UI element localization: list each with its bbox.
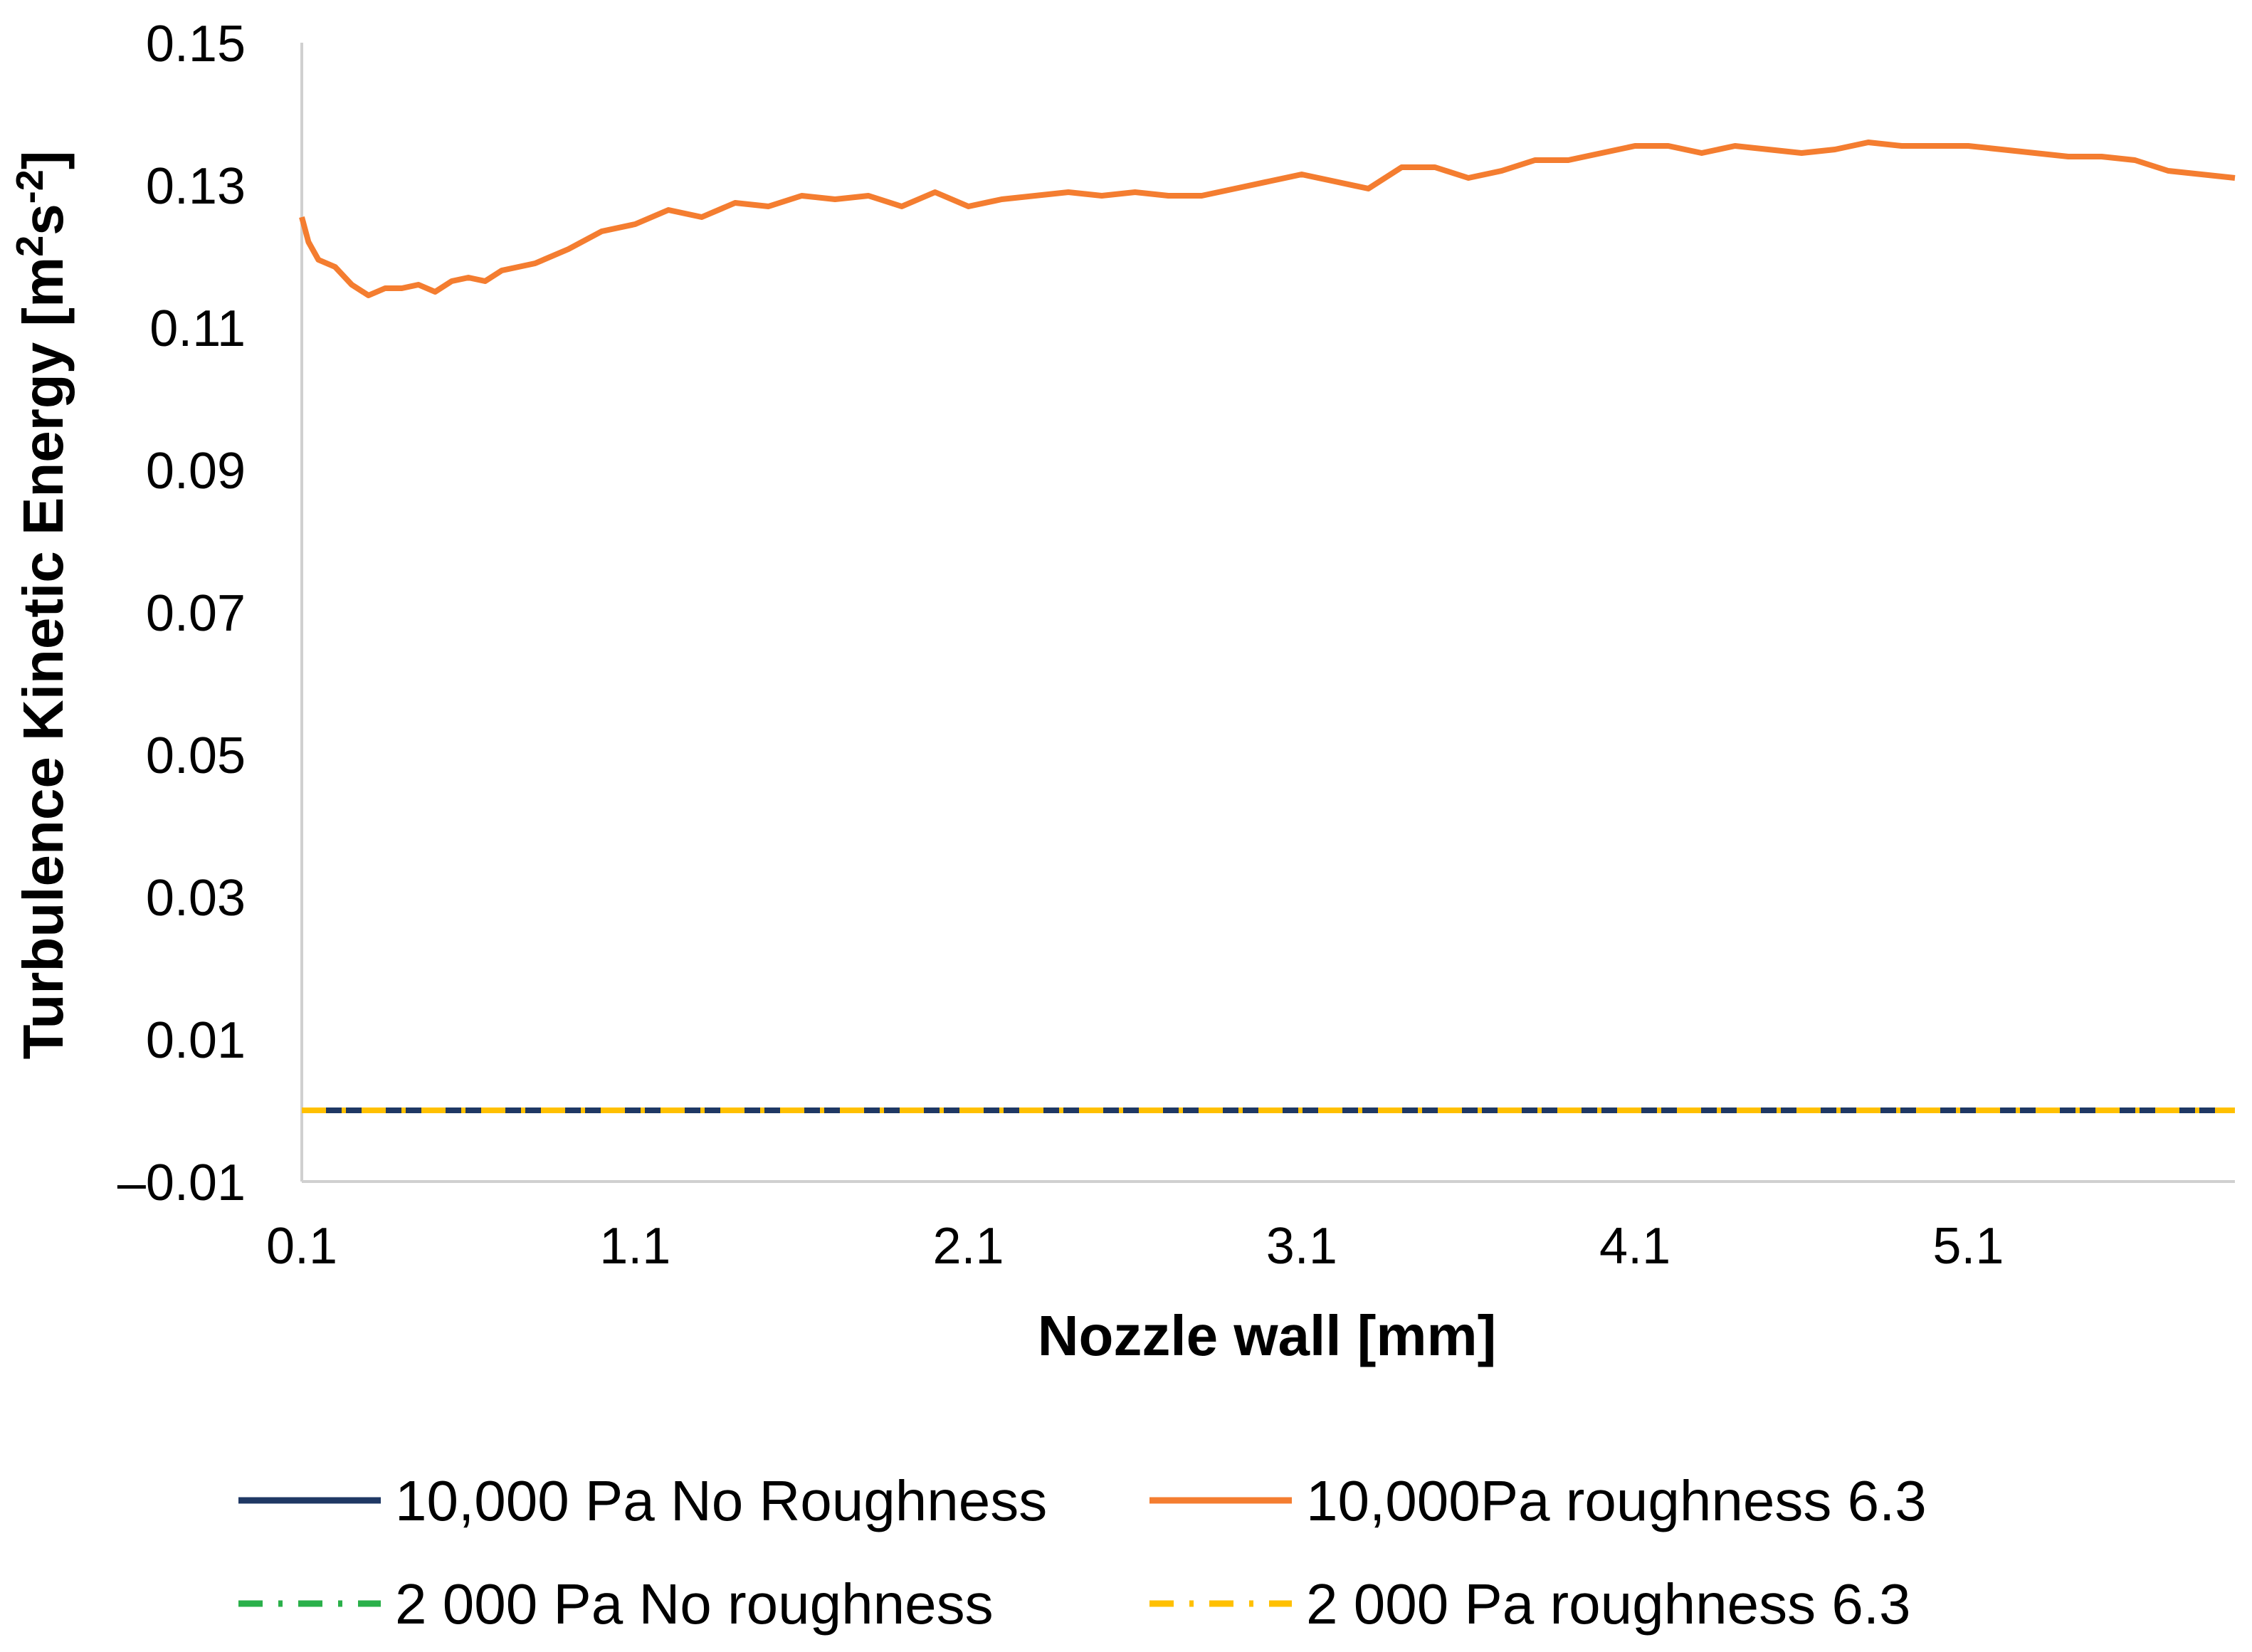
y-axis-title-mid: s xyxy=(11,204,75,236)
x-tick-label: 1.1 xyxy=(599,1218,670,1275)
x-tick-label: 2.1 xyxy=(933,1218,1004,1275)
x-tick-label: 4.1 xyxy=(1599,1218,1670,1275)
x-tick-label: 0.1 xyxy=(266,1218,337,1275)
legend-label: 2 000 Pa roughness 6.3 xyxy=(1306,1572,1911,1636)
y-axis-title: Turbulence Kinetic Energy [m2s-2] xyxy=(9,151,75,1060)
y-tick-label: 0.13 xyxy=(146,158,246,215)
y-tick-label: 0.07 xyxy=(146,585,246,642)
axes xyxy=(300,43,2235,1183)
x-tick-labels: 0.1 1.1 2.1 3.1 4.1 5.1 xyxy=(266,1218,2004,1275)
y-tick-label: 0.15 xyxy=(146,16,246,73)
legend-label: 10,000 Pa No Roughness xyxy=(395,1469,1047,1532)
y-tick-labels: 0.15 0.13 0.11 0.09 0.07 0.05 0.03 0.01 –0.01 xyxy=(117,16,246,1211)
legend: 10,000 Pa No Roughness 10,000Pa roughness… xyxy=(238,1469,1927,1636)
x-tick-label: 5.1 xyxy=(1932,1218,2004,1275)
y-axis-title-main: Turbulence Kinetic Energy [m xyxy=(11,257,75,1060)
y-tick-label: 0.09 xyxy=(146,443,246,500)
series-layer xyxy=(299,140,2236,1113)
y-tick-label: –0.01 xyxy=(117,1154,246,1211)
series-line xyxy=(299,140,2236,298)
y-axis-title-sup2: -2 xyxy=(9,169,51,204)
legend-label: 10,000Pa roughness 6.3 xyxy=(1306,1469,1927,1532)
y-axis-title-sup1: 2 xyxy=(9,236,51,257)
y-tick-label: 0.03 xyxy=(146,870,246,927)
x-axis-title: Nozzle wall [mm] xyxy=(1038,1304,1497,1367)
y-tick-label: 0.11 xyxy=(149,300,246,357)
y-tick-label: 0.01 xyxy=(146,1012,246,1069)
y-tick-label: 0.05 xyxy=(146,727,246,784)
legend-label: 2 000 Pa No roughness xyxy=(395,1572,994,1636)
y-axis-title-end: ] xyxy=(11,151,75,170)
x-tick-label: 3.1 xyxy=(1266,1218,1337,1275)
